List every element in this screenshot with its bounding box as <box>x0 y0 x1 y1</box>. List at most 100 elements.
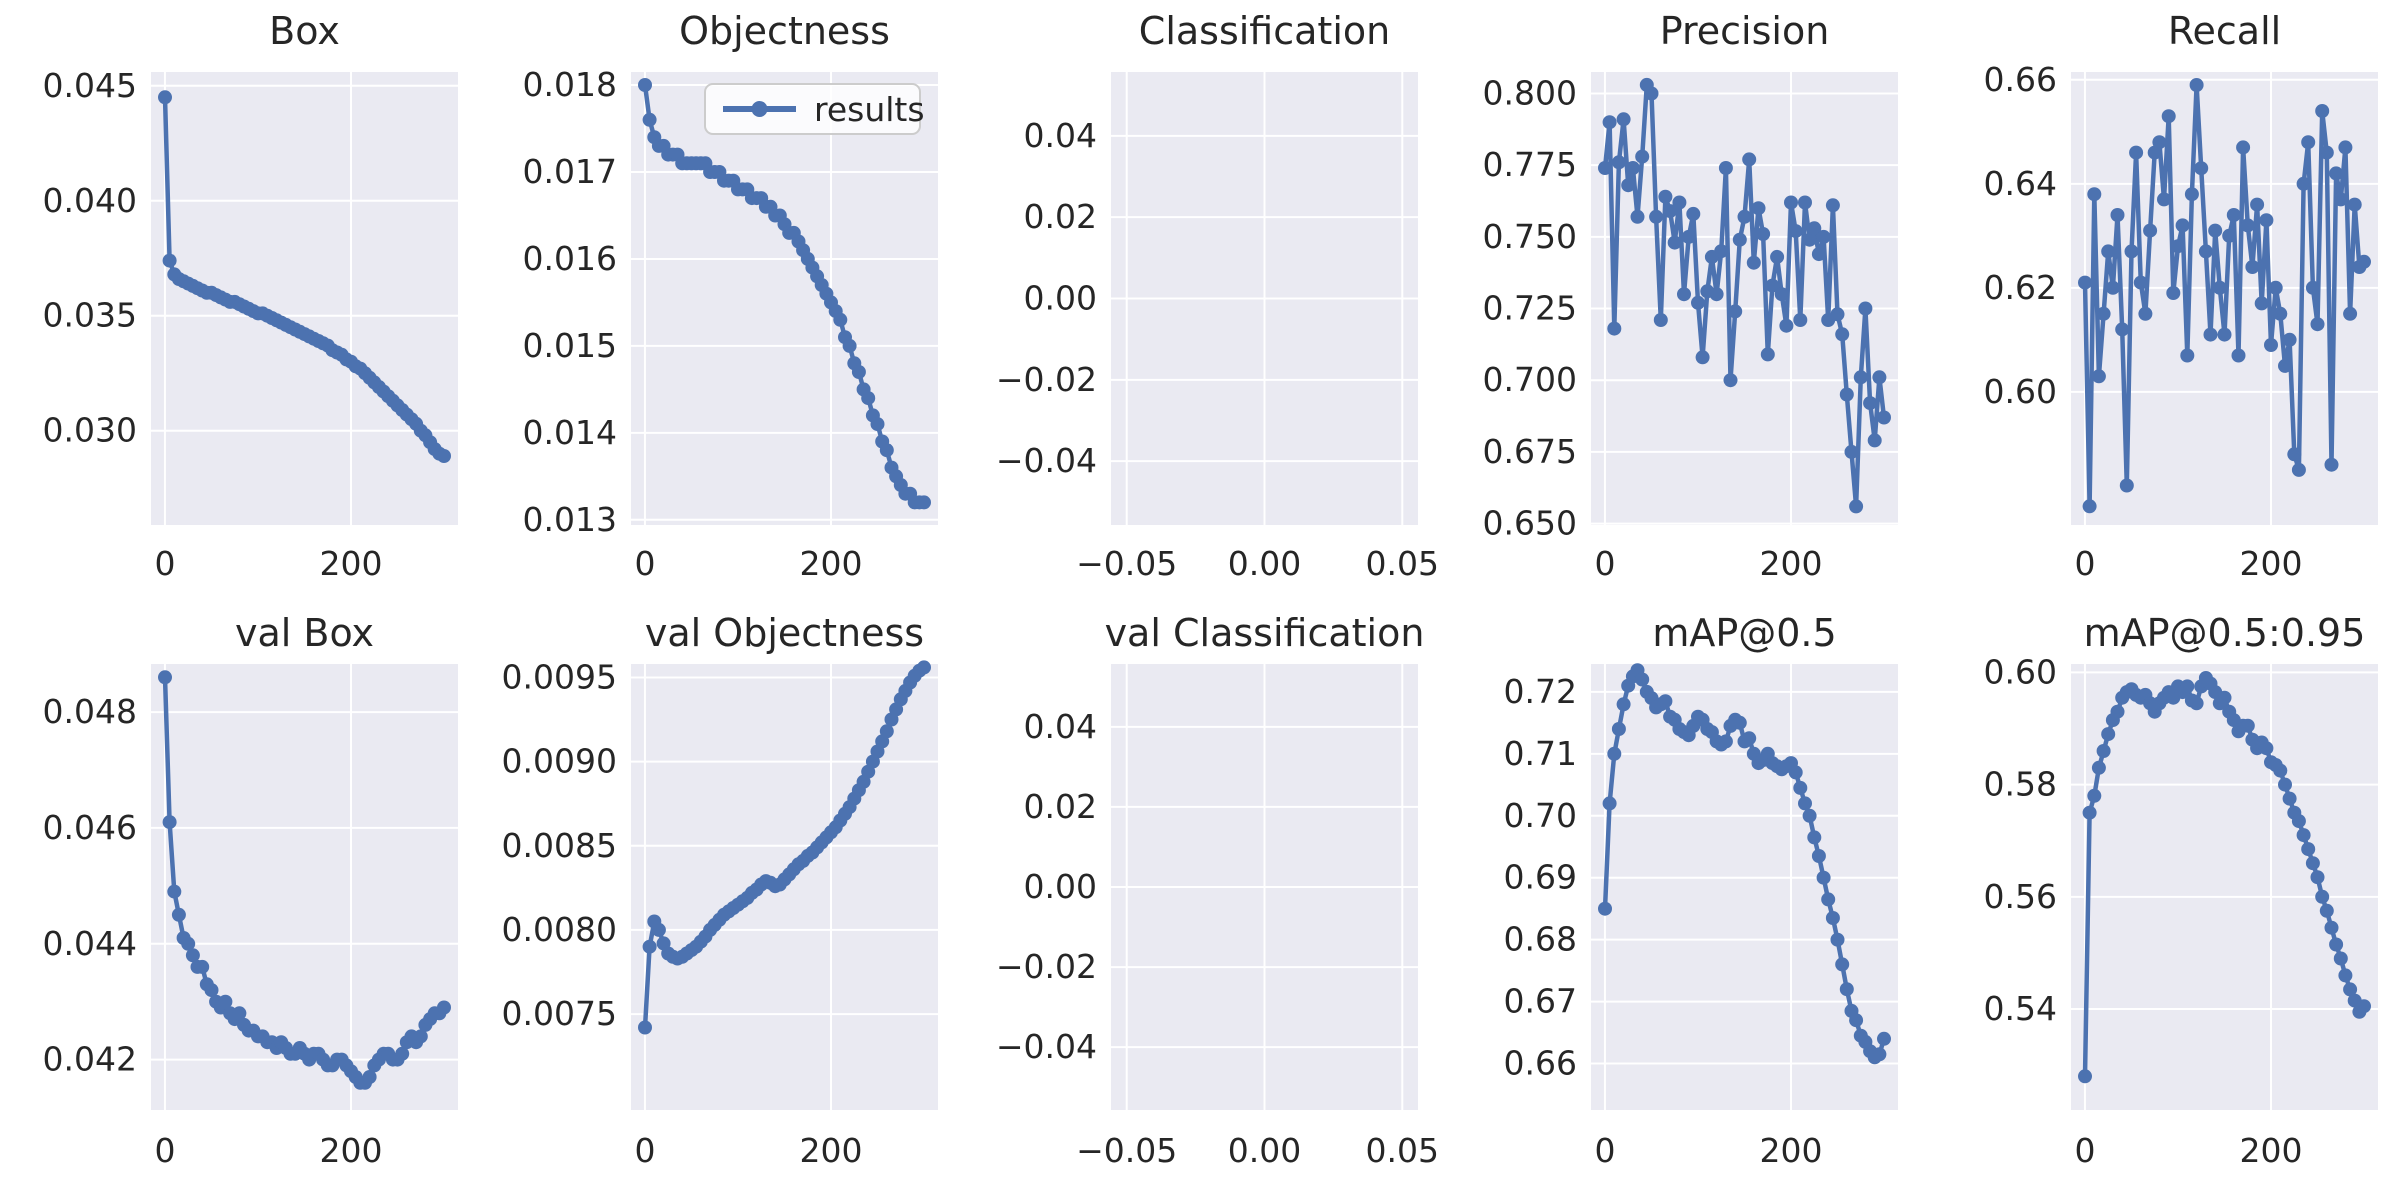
series-marker <box>1616 112 1631 127</box>
series-marker <box>2240 218 2255 233</box>
series-marker <box>1746 255 1761 270</box>
series-marker <box>1602 796 1617 811</box>
series-marker <box>2278 358 2292 373</box>
series-marker <box>2310 317 2325 332</box>
y-tick-label: 0.030 <box>43 411 137 450</box>
plot-area <box>151 72 458 525</box>
series-marker <box>1816 229 1831 244</box>
y-tick-label: 0.04 <box>1024 116 1097 155</box>
series-marker <box>2343 982 2358 997</box>
plot-area <box>1591 664 1898 1110</box>
y-tick-label: 0.045 <box>43 66 137 105</box>
series-marker <box>1695 350 1710 365</box>
legend-marker-sample <box>751 101 768 117</box>
y-tick-label: −0.02 <box>996 947 1097 986</box>
series-marker <box>879 443 894 458</box>
series-marker <box>2087 788 2102 803</box>
series-marker <box>1677 287 1691 302</box>
y-tick-label: 0.71 <box>1504 734 1577 773</box>
series-marker <box>2324 920 2339 935</box>
x-tick-label: 0 <box>634 1131 655 1170</box>
series-marker <box>2278 777 2292 792</box>
series-marker <box>167 884 182 899</box>
y-tick-label: 0.015 <box>523 326 617 365</box>
y-tick-label: 0.0080 <box>502 910 617 949</box>
series-marker <box>2343 306 2358 321</box>
series-marker <box>2091 760 2106 775</box>
y-tick-label: 0.56 <box>1984 877 2057 916</box>
series-marker <box>2305 280 2320 295</box>
series-marker <box>232 1006 247 1021</box>
series-marker <box>1616 697 1631 712</box>
series-marker <box>2305 856 2320 871</box>
series-marker <box>2143 223 2158 238</box>
y-tick-label: 0.040 <box>43 181 137 220</box>
series-marker <box>1788 224 1803 239</box>
series-markers <box>1598 663 1891 1065</box>
y-tick-label: 0.54 <box>1984 989 2057 1028</box>
series-marker <box>1667 235 1682 250</box>
legend: results <box>704 83 925 135</box>
series-marker <box>2245 260 2260 274</box>
series-marker <box>2296 176 2311 191</box>
series-marker <box>2152 135 2167 150</box>
series-marker <box>2194 161 2209 176</box>
series-marker <box>2319 903 2334 918</box>
series-marker <box>218 994 233 1009</box>
legend-box <box>704 83 921 135</box>
y-tick-label: 0.02 <box>1024 787 1097 826</box>
series-markers <box>2078 78 2371 514</box>
y-tick-label: 0.68 <box>1504 920 1577 959</box>
subplot-objectness: Objectness 0.013 0.014 0.015 0.016 0.017 0.018… <box>523 9 938 583</box>
series-marker <box>2291 462 2306 477</box>
series-marker <box>2208 223 2223 238</box>
series-marker <box>851 365 866 379</box>
x-tick-label: 0.00 <box>1228 1131 1301 1170</box>
series-marker <box>638 78 652 92</box>
series-marker <box>1649 209 1664 224</box>
series-marker <box>1802 808 1817 823</box>
subplot-title: Precision <box>1660 9 1830 53</box>
series-marker <box>2329 937 2344 952</box>
series-markers <box>158 670 451 1090</box>
y-tick-label: 0.00 <box>1024 867 1097 906</box>
series-marker <box>2259 213 2274 228</box>
series-marker <box>2273 763 2288 778</box>
series-marker <box>1756 227 1771 241</box>
series-marker <box>2282 332 2297 347</box>
y-tick-label: 0.00 <box>1024 279 1097 318</box>
series-marker <box>651 922 666 937</box>
series-marker <box>1779 318 1794 333</box>
series-marker <box>1872 1047 1887 1062</box>
series-marker <box>1723 373 1738 388</box>
series-marker <box>2259 741 2274 756</box>
y-tick-label: 0.02 <box>1024 197 1097 236</box>
series-marker <box>2357 254 2371 269</box>
series-marker <box>2124 244 2139 259</box>
series-marker <box>1830 307 1845 322</box>
series-markers <box>638 78 931 510</box>
series-marker <box>2329 166 2344 181</box>
series-marker <box>1751 201 1766 216</box>
legend-label: results <box>814 90 925 129</box>
series-marker <box>2203 327 2218 342</box>
series-marker <box>2161 109 2176 124</box>
series-marker <box>413 1029 428 1044</box>
subplot-title: Recall <box>2168 9 2281 53</box>
series-marker <box>2236 140 2251 155</box>
series-marker <box>158 670 172 685</box>
y-tick-label: −0.02 <box>996 360 1097 399</box>
subplot-precision: Precision 0.650 0.675 0.700 0.725 0.750 0.775 0… <box>1483 9 1898 583</box>
x-tick-label: 0 <box>2074 1131 2095 1170</box>
series-marker <box>437 449 451 463</box>
y-tick-label: 0.60 <box>1984 372 2057 411</box>
x-tick-label: −0.05 <box>1076 544 1177 583</box>
y-tick-label: 0.69 <box>1504 858 1577 897</box>
series-marker <box>1877 1031 1891 1046</box>
series-marker <box>2301 842 2316 857</box>
subplot-val-classification: val Classification −0.04 −0.02 0.00 0.02 0.04… <box>996 611 1439 1170</box>
y-tick-label: 0.66 <box>1504 1044 1577 1083</box>
y-tick-label: 0.013 <box>523 500 617 539</box>
y-tick-label: 0.650 <box>1483 504 1577 543</box>
series-marker <box>1602 115 1617 130</box>
